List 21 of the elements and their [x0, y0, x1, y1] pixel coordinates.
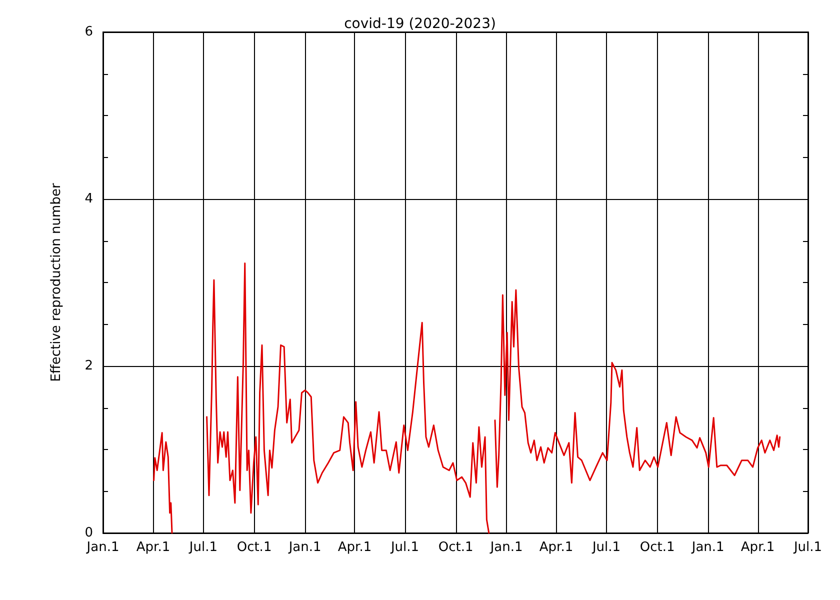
x-tick-label: Oct.1 — [236, 540, 272, 555]
x-tick-label: Apr.1 — [740, 540, 775, 555]
y-tick-label: 6 — [84, 24, 93, 40]
x-tick-label: Oct.1 — [438, 540, 474, 555]
x-tick-label: Oct.1 — [640, 540, 675, 555]
y-tick-label: 4 — [84, 192, 93, 206]
x-tick-label: Apr.1 — [338, 540, 372, 555]
chart-title: covid-19 (2020-2023) — [344, 16, 496, 32]
x-tick-label: Jan.1 — [288, 540, 322, 555]
y-tick-label: 0 — [84, 526, 93, 540]
x-tick-label: Jul.1 — [591, 540, 621, 555]
x-tick-label: Apr.1 — [539, 540, 574, 555]
x-tick-label: Jan.1 — [86, 540, 120, 555]
x-tick-label: Jul.1 — [390, 540, 420, 555]
y-axis-title: Effective reproduction number — [49, 182, 64, 382]
x-tick-label: Jan.1 — [690, 540, 724, 555]
x-tick-label: Apr.1 — [136, 540, 170, 555]
y-tick-label: 2 — [84, 358, 93, 374]
x-tick-label: Jul.1 — [792, 540, 822, 555]
x-tick-label: Jul.1 — [188, 540, 218, 555]
x-tick-label: Jan.1 — [489, 540, 523, 555]
